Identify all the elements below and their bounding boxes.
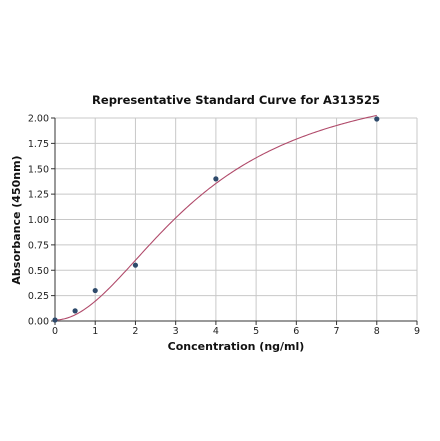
x-axis-label: Concentration (ng/ml)	[168, 340, 305, 353]
x-tick-label: 3	[173, 326, 179, 337]
x-tick-label: 1	[92, 326, 98, 337]
y-tick-label: 1.00	[28, 215, 49, 226]
x-tick-label: 6	[293, 326, 299, 337]
y-tick-label: 1.75	[28, 139, 49, 150]
y-tick-label: 2.00	[28, 114, 49, 125]
y-tick-label: 0.00	[28, 317, 49, 328]
data-point	[72, 308, 78, 314]
data-point	[213, 176, 219, 182]
y-tick-label: 0.50	[28, 266, 49, 277]
x-tick-label: 9	[414, 326, 420, 337]
y-axis-label: Absorbance (450nm)	[10, 155, 23, 284]
data-point	[374, 116, 380, 122]
data-point	[52, 317, 58, 323]
y-tick-label: 0.25	[28, 291, 49, 302]
data-point	[92, 287, 98, 294]
y-tick-label: 1.25	[28, 190, 49, 201]
y-tick-label: 0.75	[28, 240, 49, 251]
data-point	[132, 262, 139, 268]
chart-title: Representative Standard Curve for A31352…	[92, 93, 380, 107]
x-tick-label: 2	[132, 326, 138, 337]
x-tick-label: 5	[253, 326, 259, 337]
y-tick-label: 1.50	[28, 164, 49, 175]
x-tick-label: 7	[334, 326, 340, 337]
x-tick-label: 8	[374, 326, 380, 337]
fit-curve-layer	[54, 114, 377, 321]
data-points	[52, 116, 380, 323]
axes	[51, 117, 418, 325]
x-tick-label: 0	[52, 326, 58, 337]
fit-curve	[54, 114, 377, 321]
grid	[54, 117, 418, 322]
tick-labels: 0 1 2 3 4 5 6 7 8 9 0.00 0.25 0.50 0.75 1.00 1.25 1.50 1.…	[28, 114, 420, 338]
x-tick-label: 4	[213, 326, 219, 337]
